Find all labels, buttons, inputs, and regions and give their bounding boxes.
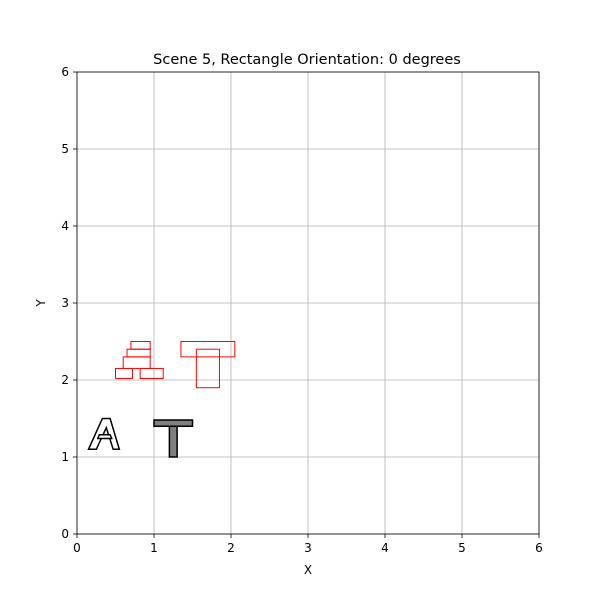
bounding-rectangle bbox=[139, 367, 164, 379]
letter-a-glyph bbox=[87, 417, 121, 451]
bounding-rectangle bbox=[122, 356, 151, 369]
y-tick-label: 5 bbox=[61, 142, 69, 156]
bounding-rectangles bbox=[115, 341, 236, 389]
bounding-rectangle bbox=[130, 341, 151, 350]
y-axis-ticks: 0 1 2 3 4 5 6 bbox=[61, 65, 77, 541]
y-tick-label: 6 bbox=[61, 65, 69, 79]
bounding-rectangle bbox=[126, 348, 151, 358]
x-tick-label: 3 bbox=[304, 541, 312, 555]
letter-t-glyph bbox=[153, 419, 194, 458]
x-tick-label: 6 bbox=[535, 541, 543, 555]
grid bbox=[76, 71, 540, 535]
x-tick-label: 0 bbox=[73, 541, 81, 555]
y-tick-label: 1 bbox=[61, 450, 69, 464]
x-axis-ticks: 0 1 2 3 4 5 6 bbox=[73, 534, 543, 555]
letter-glyphs bbox=[87, 417, 194, 458]
bounding-rectangle bbox=[180, 341, 236, 358]
x-tick-label: 5 bbox=[458, 541, 466, 555]
y-tick-label: 2 bbox=[61, 373, 69, 387]
x-tick-label: 1 bbox=[150, 541, 158, 555]
x-tick-label: 2 bbox=[227, 541, 235, 555]
bounding-rectangle bbox=[195, 348, 220, 389]
letter-stroke bbox=[87, 417, 121, 451]
letter-stroke bbox=[153, 419, 194, 427]
letter-stroke bbox=[168, 425, 178, 458]
chart-title: Scene 5, Rectangle Orientation: 0 degree… bbox=[153, 52, 461, 68]
y-axis-label: Y bbox=[34, 299, 48, 308]
y-tick-label: 0 bbox=[61, 527, 69, 541]
y-tick-label: 4 bbox=[61, 219, 69, 233]
y-tick-label: 3 bbox=[61, 296, 69, 310]
x-axis-label: X bbox=[304, 563, 312, 577]
bounding-rectangle bbox=[115, 367, 133, 379]
x-tick-label: 4 bbox=[381, 541, 389, 555]
letter-stroke bbox=[96, 433, 113, 440]
